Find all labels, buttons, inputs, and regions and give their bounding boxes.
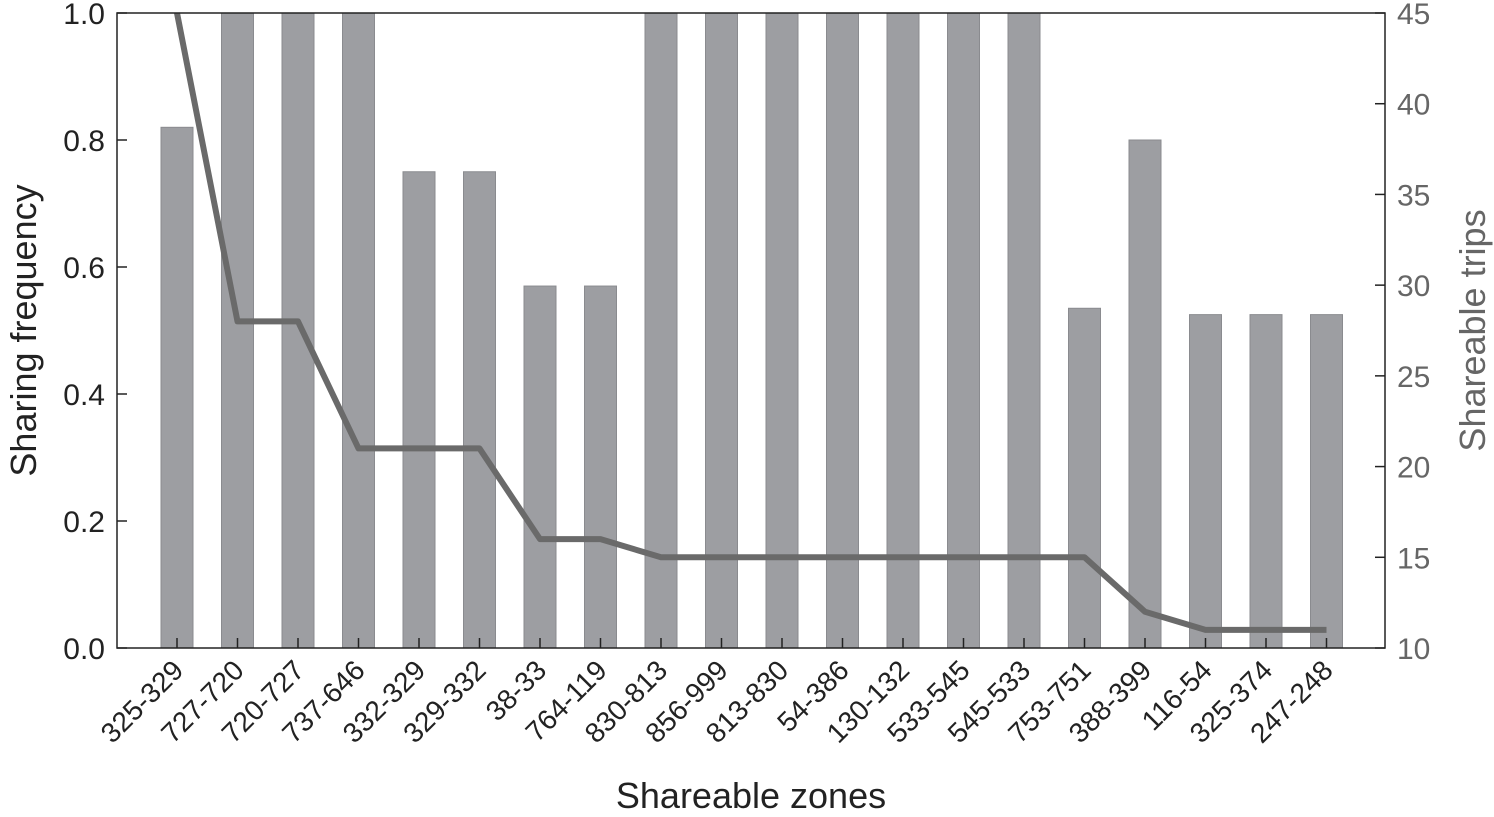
bar: [1310, 314, 1343, 649]
y2-axis-label: Shareable trips: [1452, 209, 1493, 451]
left-tick-label: 0.6: [63, 252, 105, 285]
right-tick-label: 40: [1397, 89, 1430, 122]
right-tick-label: 30: [1397, 270, 1430, 303]
bar: [886, 12, 920, 649]
bar: [342, 12, 375, 649]
right-tick-label: 10: [1397, 633, 1430, 666]
bar: [826, 12, 859, 649]
bar: [402, 171, 436, 649]
right-tick-label: 20: [1397, 452, 1430, 485]
bar: [463, 171, 496, 649]
right-tick-label: 35: [1397, 179, 1430, 212]
bar: [160, 126, 194, 649]
left-tick-label: 0.8: [63, 125, 105, 158]
bar: [644, 12, 678, 649]
bar: [523, 285, 557, 649]
bar: [765, 12, 799, 649]
right-tick-label: 25: [1397, 361, 1430, 394]
left-tick-label: 0.2: [63, 506, 105, 539]
left-axis-ticks: 0.0 0.2 0.4 0.6 0.8 1.0: [63, 0, 127, 666]
left-tick-label: 0.0: [63, 633, 105, 666]
bar: [1068, 307, 1101, 649]
bar-series: [160, 12, 1343, 649]
left-tick-label: 0.4: [63, 379, 105, 412]
bar: [1007, 12, 1041, 649]
y-axis-label: Sharing frequency: [3, 184, 44, 476]
bar: [1128, 139, 1162, 649]
right-axis-ticks: 10 15 20 25 30 35 40 45: [1375, 0, 1430, 666]
bar: [1249, 314, 1283, 649]
right-tick-label: 15: [1397, 542, 1430, 575]
bar: [281, 12, 315, 649]
bar: [947, 12, 980, 649]
plot-frame: [116, 12, 1386, 649]
x-axis-label: Shareable zones: [616, 775, 886, 816]
x-axis-ticks: 325-329727-720720-727737-646332-329329-3…: [95, 638, 1339, 749]
left-tick-label: 1.0: [63, 0, 105, 31]
shareable-trips-line: [174, 12, 1327, 633]
right-tick-label: 45: [1397, 0, 1430, 31]
bar: [705, 12, 738, 649]
bar: [221, 12, 254, 649]
bar: [584, 285, 617, 649]
bar: [1189, 314, 1222, 649]
